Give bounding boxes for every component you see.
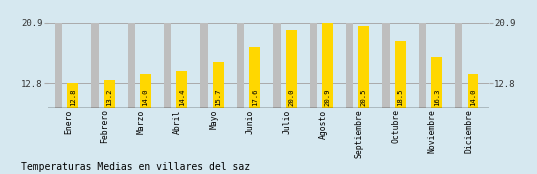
Bar <box>395 41 405 108</box>
Bar <box>140 74 151 108</box>
Bar <box>419 23 426 108</box>
Text: 12.8: 12.8 <box>70 88 76 106</box>
Bar <box>455 23 462 108</box>
Bar <box>249 48 260 108</box>
Text: 15.7: 15.7 <box>215 88 221 106</box>
Bar <box>382 23 390 108</box>
Bar <box>468 74 478 108</box>
Text: 14.4: 14.4 <box>179 88 185 106</box>
Bar <box>322 23 333 108</box>
Text: 16.3: 16.3 <box>434 88 440 106</box>
Text: 18.5: 18.5 <box>397 88 403 106</box>
Bar <box>128 23 135 108</box>
Text: 20.0: 20.0 <box>288 88 294 106</box>
Bar <box>431 57 442 108</box>
Bar <box>164 23 171 108</box>
Bar <box>91 23 99 108</box>
Bar <box>358 26 369 108</box>
Bar <box>104 80 114 108</box>
Text: 20.5: 20.5 <box>361 88 367 106</box>
Text: 14.0: 14.0 <box>470 88 476 106</box>
Bar <box>310 23 317 108</box>
Bar <box>200 23 208 108</box>
Bar <box>237 23 244 108</box>
Bar <box>346 23 353 108</box>
Text: 14.0: 14.0 <box>142 88 149 106</box>
Bar <box>55 23 62 108</box>
Bar <box>286 30 296 108</box>
Bar <box>213 62 224 108</box>
Bar <box>273 23 280 108</box>
Text: Temperaturas Medias en villares del saz: Temperaturas Medias en villares del saz <box>21 162 251 172</box>
Text: 17.6: 17.6 <box>252 88 258 106</box>
Bar <box>177 71 187 108</box>
Text: 13.2: 13.2 <box>106 88 112 106</box>
Text: 20.9: 20.9 <box>324 88 330 106</box>
Bar <box>67 83 78 108</box>
